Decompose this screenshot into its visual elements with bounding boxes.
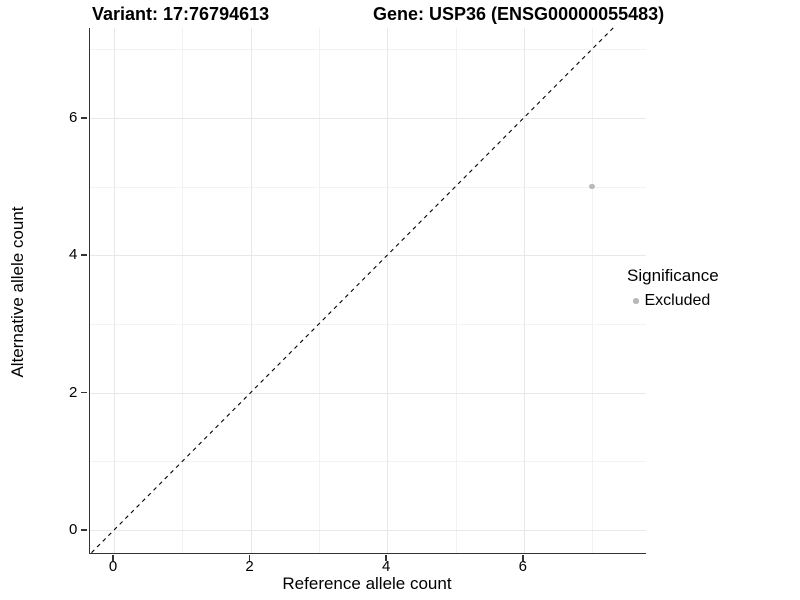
y-axis-title: Alternative allele count bbox=[8, 206, 27, 378]
gridline-major bbox=[523, 28, 525, 553]
gridline-minor bbox=[90, 186, 646, 188]
x-tick-mark bbox=[522, 554, 524, 561]
gridline-minor bbox=[318, 28, 320, 553]
legend-key-dot-icon bbox=[633, 298, 639, 304]
x-axis-title: Reference allele count bbox=[282, 574, 452, 593]
gridline-minor bbox=[455, 28, 457, 553]
y-tick-mark bbox=[81, 391, 88, 394]
plot-title-variant: Variant: 17:76794613 bbox=[92, 4, 270, 24]
gridline-minor bbox=[90, 49, 646, 51]
y-tick-label: 0 bbox=[69, 521, 78, 538]
gridline-minor bbox=[592, 28, 594, 553]
gridline-major bbox=[250, 28, 252, 553]
gridline-major bbox=[90, 530, 646, 531]
plot-panel bbox=[89, 27, 646, 554]
x-tick-label: 6 bbox=[518, 558, 527, 575]
gridline-major bbox=[114, 28, 115, 553]
y-tick-mark bbox=[81, 529, 88, 531]
y-tick-label: 6 bbox=[69, 108, 78, 126]
legend: Significance Excluded bbox=[627, 266, 719, 310]
x-tick-label: 4 bbox=[382, 558, 391, 575]
legend-title: Significance bbox=[627, 266, 719, 285]
x-tick-mark bbox=[112, 554, 114, 561]
x-tick-label: 2 bbox=[245, 558, 254, 575]
x-tick-label: 0 bbox=[108, 558, 118, 575]
gridline-minor bbox=[182, 28, 184, 553]
x-tick-mark bbox=[385, 554, 387, 561]
y-tick-mark bbox=[81, 117, 88, 119]
data-point bbox=[589, 183, 595, 190]
gridline-minor bbox=[90, 323, 646, 325]
gridline-major bbox=[387, 28, 389, 553]
identity-reference-line bbox=[91, 27, 614, 554]
y-tick-label: 4 bbox=[69, 246, 78, 264]
legend-entry-label: Excluded bbox=[644, 292, 711, 309]
legend-entry-excluded: Excluded bbox=[627, 292, 719, 310]
y-tick-mark bbox=[81, 254, 88, 256]
gridline-major bbox=[90, 117, 646, 119]
gridline-major bbox=[90, 392, 646, 394]
y-tick-label: 2 bbox=[69, 383, 78, 401]
plot-title-gene: Gene: USP36 (ENSG00000055483) bbox=[373, 4, 665, 24]
gridline-major bbox=[90, 255, 646, 257]
gridline-minor bbox=[90, 461, 646, 463]
x-tick-mark bbox=[248, 554, 251, 561]
